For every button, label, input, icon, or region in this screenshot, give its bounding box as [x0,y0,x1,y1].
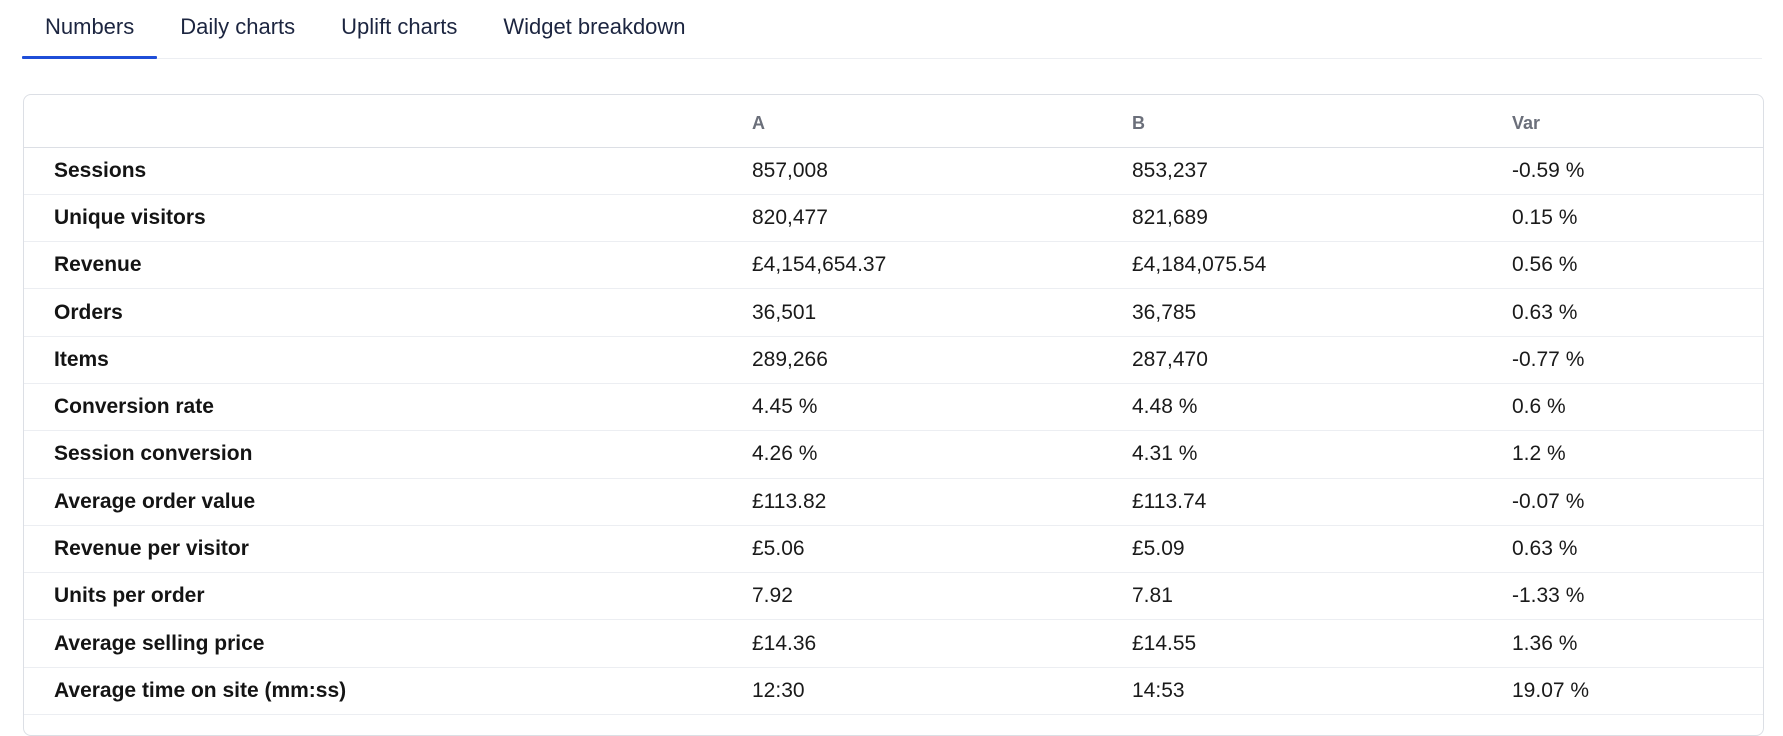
value-a: 820,477 [752,194,1132,243]
metric-label: Revenue [24,241,752,290]
table-row: Items 289,266 287,470 -0.77 % [24,336,1763,384]
metric-label: Unique visitors [24,194,752,243]
tab-numbers[interactable]: Numbers [22,0,158,59]
header-variant-b: B [1132,95,1512,148]
metric-label: Session conversion [24,430,752,479]
value-var: -1.33 % [1512,572,1763,621]
value-var: -0.77 % [1512,336,1763,384]
value-var: 0.6 % [1512,383,1763,432]
value-a: 12:30 [752,667,1132,716]
table-row: Average order value £113.82 £113.74 -0.07 % [24,478,1763,526]
table-row: Session conversion 4.26 % 4.31 % 1.2 % [24,430,1763,479]
value-a: 4.26 % [752,430,1132,479]
table-row: Revenue per visitor £5.06 £5.09 0.63 % [24,525,1763,574]
metrics-table: A B Var Sessions 857,008 853,237 -0.59 % Uni… [24,95,1763,716]
tab-uplift-charts[interactable]: Uplift charts [341,14,458,39]
metric-label: Items [24,336,752,384]
metric-label: Conversion rate [24,383,752,432]
metric-label: Sessions [24,147,752,195]
table-row: Average selling price £14.36 £14.55 1.36 % [24,619,1763,668]
tab-bar: Numbers Daily charts Uplift charts Widge… [22,0,1762,59]
value-a: £14.36 [752,619,1132,668]
value-b: £14.55 [1132,619,1512,668]
header-variant-a: A [752,95,1132,148]
value-a: 4.45 % [752,383,1132,432]
metric-label: Average selling price [24,619,752,668]
value-var: -0.59 % [1512,147,1763,195]
metric-label: Units per order [24,572,752,621]
value-b: 287,470 [1132,336,1512,384]
value-b: 821,689 [1132,194,1512,243]
tab-widget-breakdown[interactable]: Widget breakdown [503,14,686,39]
value-b: 4.48 % [1132,383,1512,432]
metric-label: Revenue per visitor [24,525,752,574]
value-b: 853,237 [1132,147,1512,195]
value-var: 0.56 % [1512,241,1763,290]
table-row: Conversion rate 4.45 % 4.48 % 0.6 % [24,383,1763,432]
value-b: 4.31 % [1132,430,1512,479]
table-row: Sessions 857,008 853,237 -0.59 % [24,147,1763,195]
value-var: 0.63 % [1512,288,1763,337]
value-b: £113.74 [1132,478,1512,526]
header-metric [24,95,752,148]
value-a: 36,501 [752,288,1132,337]
value-var: 1.36 % [1512,619,1763,668]
metric-label: Average time on site (mm:ss) [24,667,752,716]
value-a: £5.06 [752,525,1132,574]
value-b: 7.81 [1132,572,1512,621]
table-row: Revenue £4,154,654.37 £4,184,075.54 0.56 % [24,241,1763,290]
value-var: 19.07 % [1512,667,1763,716]
table-row: Orders 36,501 36,785 0.63 % [24,288,1763,337]
numbers-table-card: A B Var Sessions 857,008 853,237 -0.59 % Uni… [23,94,1764,736]
value-b: £5.09 [1132,525,1512,574]
header-variance: Var [1512,95,1763,148]
value-var: -0.07 % [1512,478,1763,526]
tab-daily-charts[interactable]: Daily charts [180,14,296,39]
table-row: Units per order 7.92 7.81 -1.33 % [24,572,1763,621]
table-row: Unique visitors 820,477 821,689 0.15 % [24,194,1763,243]
value-b: 14:53 [1132,667,1512,716]
value-var: 0.63 % [1512,525,1763,574]
value-a: £113.82 [752,478,1132,526]
value-a: £4,154,654.37 [752,241,1132,290]
value-a: 857,008 [752,147,1132,195]
value-a: 7.92 [752,572,1132,621]
table-row: Average time on site (mm:ss) 12:30 14:53 19… [24,667,1763,716]
value-b: £4,184,075.54 [1132,241,1512,290]
table-header-row: A B Var [24,95,1763,148]
value-b: 36,785 [1132,288,1512,337]
metric-label: Orders [24,288,752,337]
value-var: 0.15 % [1512,194,1763,243]
value-var: 1.2 % [1512,430,1763,479]
metric-label: Average order value [24,478,752,526]
value-a: 289,266 [752,336,1132,384]
